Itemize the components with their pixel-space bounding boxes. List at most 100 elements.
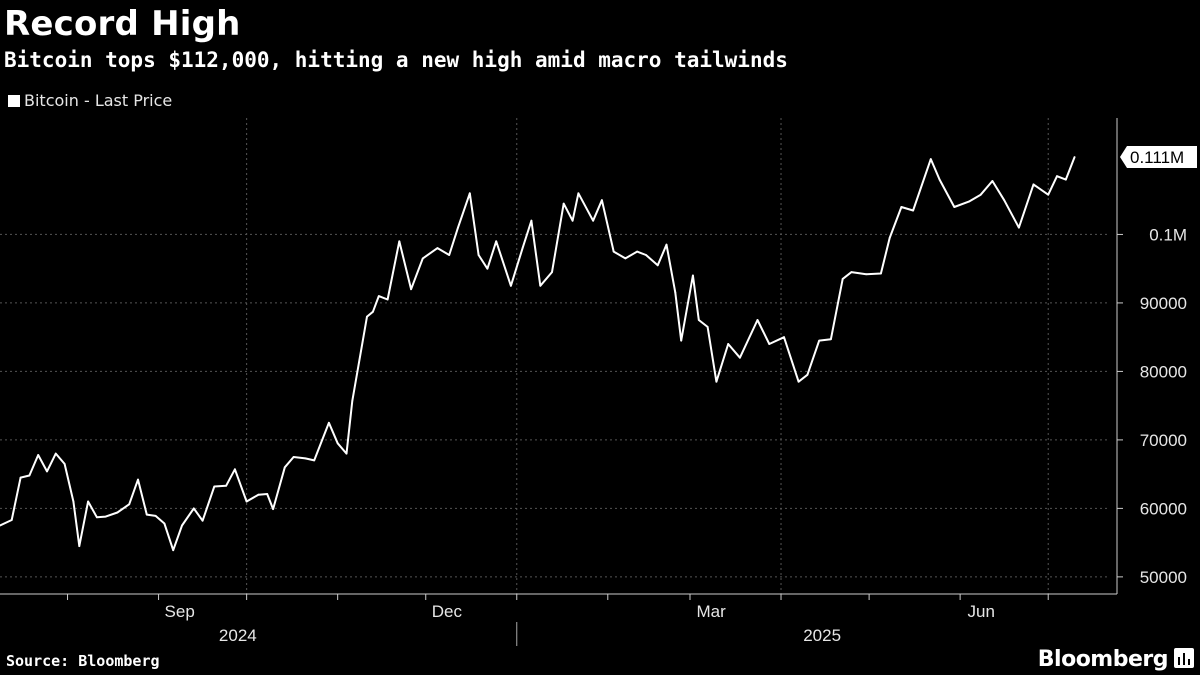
data-point <box>266 493 269 495</box>
data-point <box>1064 178 1067 181</box>
data-point <box>10 519 13 521</box>
data-point <box>145 513 148 516</box>
data-point <box>979 193 982 196</box>
source-note: Source: Bloomberg <box>6 652 160 670</box>
data-point <box>313 459 316 462</box>
data-point <box>1003 199 1006 202</box>
data-point <box>692 274 694 277</box>
data-point <box>457 226 459 229</box>
data-point <box>727 343 730 345</box>
data-point <box>213 485 216 488</box>
data-point <box>938 178 941 181</box>
data-point <box>272 508 274 510</box>
data-point <box>234 468 236 471</box>
data-point <box>953 206 956 208</box>
last-value-label: 0.111M <box>1130 148 1184 167</box>
legend: Bitcoin - Last Price <box>8 91 172 110</box>
data-point <box>680 339 683 342</box>
data-point <box>386 298 389 301</box>
data-point <box>612 250 615 253</box>
data-point <box>783 336 785 339</box>
data-point <box>72 500 75 503</box>
data-point <box>510 284 512 287</box>
data-point <box>1056 175 1058 178</box>
data-point <box>562 202 565 205</box>
data-point <box>28 474 31 477</box>
data-point <box>797 380 800 383</box>
y-tick-label: 60000 <box>1140 499 1187 518</box>
data-point <box>818 339 821 342</box>
x-tick-label: Mar <box>696 602 726 621</box>
data-point <box>181 524 183 527</box>
data-point <box>172 549 175 552</box>
label-layer: 50000 60000 70000 80000 90000 0.1M Sep Dec Mar Ju… <box>165 146 1197 645</box>
data-point <box>865 273 868 276</box>
legend-label: Bitcoin - Last Price <box>24 91 173 110</box>
data-point <box>1018 226 1020 229</box>
data-point <box>486 267 489 270</box>
data-point <box>257 493 260 496</box>
data-point <box>768 343 771 345</box>
data-point <box>697 319 700 321</box>
series-layer <box>0 156 1076 552</box>
y-tick-label: 0.1M <box>1149 225 1187 244</box>
data-point <box>436 247 439 250</box>
data-point <box>739 356 741 359</box>
data-point <box>592 219 594 222</box>
data-point <box>336 442 339 445</box>
year-label: 2024 <box>219 626 257 645</box>
data-point <box>192 507 195 510</box>
data-point <box>345 452 348 455</box>
data-point <box>137 478 139 481</box>
data-point <box>63 463 66 465</box>
data-point <box>128 503 131 506</box>
data-point <box>530 219 533 222</box>
data-point <box>468 192 471 195</box>
data-point <box>495 240 498 243</box>
data-point <box>665 243 668 246</box>
grid-layer <box>0 118 1110 594</box>
data-point <box>551 271 553 273</box>
data-point <box>372 310 374 313</box>
y-tick-label: 50000 <box>1140 568 1187 587</box>
data-point <box>1047 193 1050 196</box>
x-tick-label: Sep <box>165 602 195 621</box>
data-point <box>636 250 638 253</box>
chart-subtitle: Bitcoin tops $112,000, hitting a new hig… <box>4 48 788 72</box>
data-point <box>245 500 248 503</box>
data-point <box>116 511 119 514</box>
data-point <box>645 254 647 256</box>
data-point <box>577 192 580 195</box>
data-point <box>328 421 330 424</box>
data-point <box>410 288 412 291</box>
data-point <box>539 284 542 287</box>
data-point <box>104 515 107 518</box>
y-tick-label: 70000 <box>1140 431 1187 450</box>
data-point <box>46 470 48 473</box>
data-point <box>912 209 914 212</box>
legend-swatch <box>8 94 20 107</box>
axis-layer <box>0 118 1123 646</box>
data-point <box>968 200 970 203</box>
data-point <box>421 257 424 260</box>
data-point <box>19 476 22 479</box>
data-point <box>366 315 368 318</box>
data-point <box>87 500 89 503</box>
y-tick-label: 80000 <box>1140 362 1187 381</box>
data-point <box>304 457 307 460</box>
data-point <box>888 237 891 239</box>
data-point <box>756 319 759 321</box>
data-point <box>477 254 480 256</box>
data-point <box>571 219 574 222</box>
data-point <box>37 454 40 456</box>
data-point <box>96 516 98 519</box>
bloomberg-terminal-icon <box>1174 648 1194 668</box>
data-point <box>929 158 932 161</box>
data-point <box>841 278 844 280</box>
data-point <box>674 291 677 294</box>
data-point <box>850 271 853 273</box>
data-point <box>624 257 627 260</box>
data-point <box>448 254 451 256</box>
data-point <box>1073 156 1076 158</box>
